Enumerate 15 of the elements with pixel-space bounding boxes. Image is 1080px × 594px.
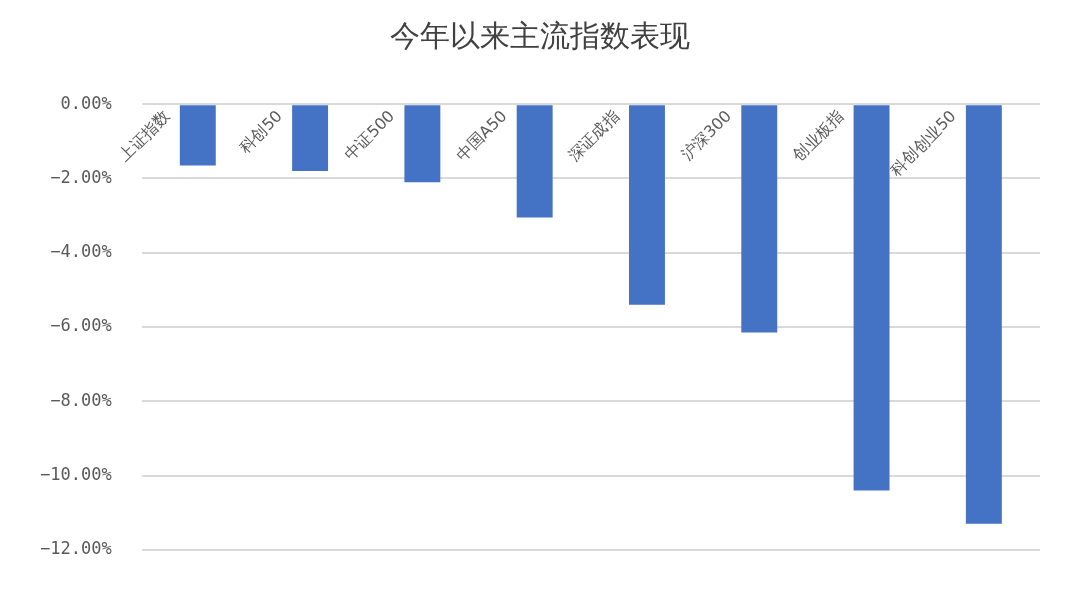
x-tick-label: 上证指数 [114,106,174,166]
x-tick-label: 科创创业50 [886,106,960,180]
y-tick-label: −8.00% [50,389,112,410]
x-tick-label: 沪深300 [677,106,736,164]
y-tick-label: 0.00% [60,92,112,113]
x-tick-label: 深证成指 [564,106,623,166]
x-tick-label: 中证500 [340,106,399,164]
x-tick-label: 科创50 [235,106,286,157]
y-tick-label: −2.00% [50,166,112,187]
y-tick-label: −4.00% [50,241,112,262]
y-tick-label: −6.00% [50,315,112,336]
x-tick-label: 创业板指 [788,106,848,166]
y-tick-label: −12.00% [39,538,112,559]
chart-title: 今年以来主流指数表现 [389,17,691,55]
y-tick-label: −10.00% [39,463,112,484]
